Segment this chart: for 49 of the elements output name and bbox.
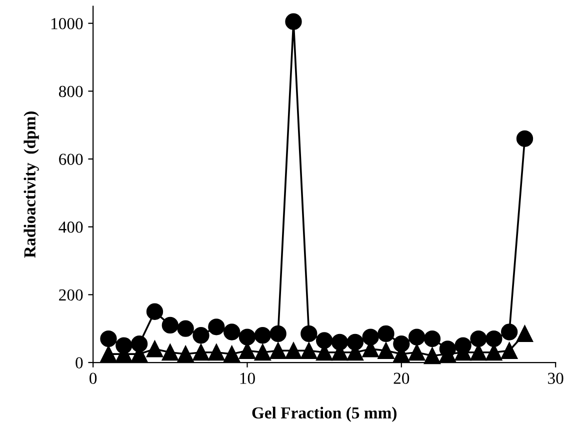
point <box>254 344 271 361</box>
point <box>378 325 394 342</box>
point <box>100 346 117 362</box>
point <box>300 342 318 359</box>
point <box>192 344 210 361</box>
point <box>100 330 117 348</box>
y-tick-label: 400 <box>58 222 83 233</box>
point <box>424 330 441 348</box>
point <box>208 344 225 361</box>
point <box>285 342 302 359</box>
point <box>146 303 164 320</box>
y-tick-label: 600 <box>59 154 83 165</box>
point <box>162 344 178 361</box>
point <box>192 327 210 344</box>
x-tick-label: 30 <box>548 372 564 384</box>
point <box>146 340 164 358</box>
x-tick-label: 20 <box>394 372 410 384</box>
point <box>162 316 178 334</box>
point <box>254 327 271 344</box>
y-tick-label: 800 <box>58 86 83 98</box>
point <box>470 330 487 348</box>
x-tick-label: 0 <box>90 372 97 384</box>
point <box>300 325 318 342</box>
point <box>223 324 240 340</box>
y-tick-label: 200 <box>59 289 83 301</box>
point <box>238 328 256 346</box>
y-tick-label: 1000 <box>51 18 83 30</box>
point <box>516 130 534 147</box>
point <box>424 347 441 364</box>
point <box>270 342 286 359</box>
point <box>177 320 194 337</box>
x-axis-title: Gel Fraction (5 mm) <box>252 406 396 422</box>
y-axis-title: Radioactivity (dpm) <box>24 112 39 258</box>
point <box>223 346 240 362</box>
point <box>501 324 518 340</box>
y-tick-label: 0 <box>76 357 83 368</box>
point <box>516 325 534 342</box>
point <box>408 344 426 361</box>
point <box>408 328 426 346</box>
point <box>486 330 502 348</box>
point <box>362 328 379 346</box>
point <box>177 346 194 362</box>
point <box>316 332 333 349</box>
point <box>285 13 302 30</box>
x-tick-label: 10 <box>240 372 255 384</box>
point <box>378 342 394 359</box>
point <box>208 318 225 336</box>
point <box>270 325 286 342</box>
point <box>501 342 518 359</box>
